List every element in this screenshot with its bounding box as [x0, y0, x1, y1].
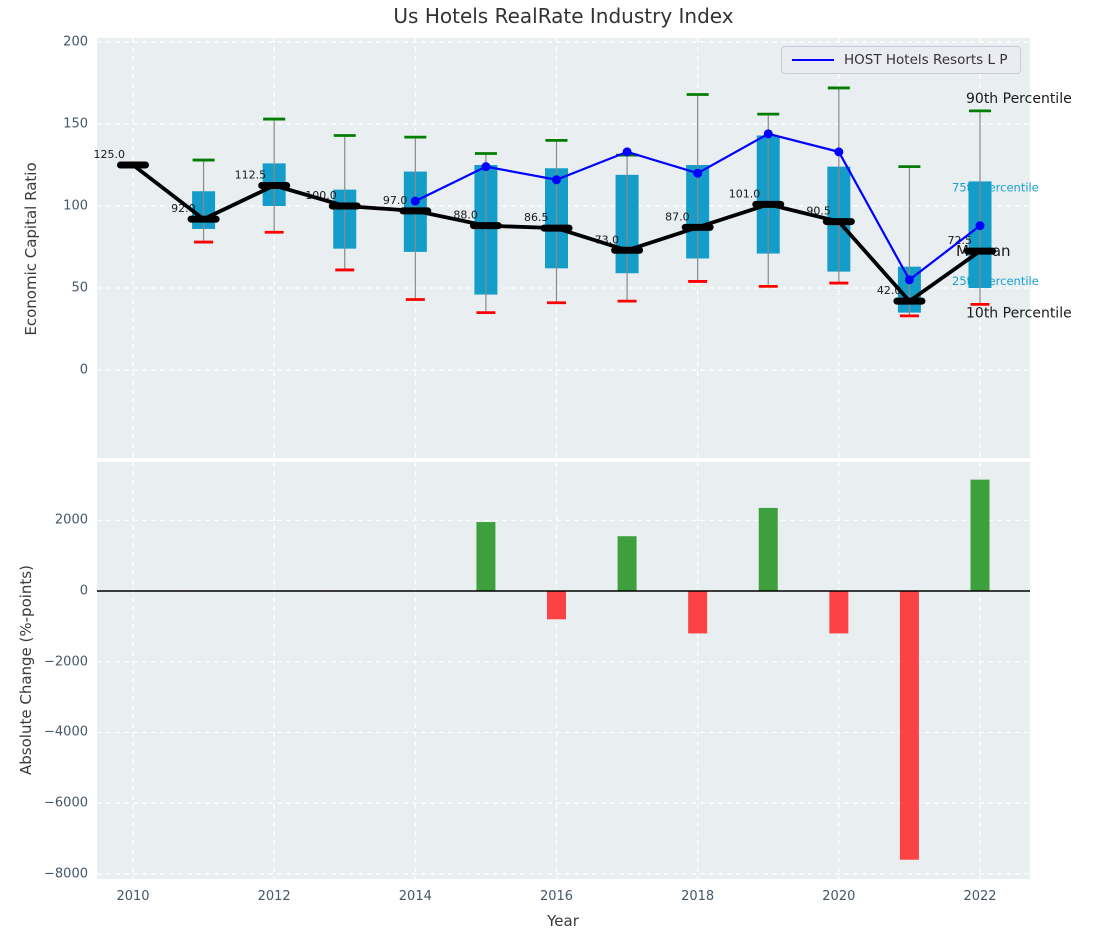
percentile-label: 75th Percentile	[952, 180, 1039, 194]
median-marker-2014	[399, 207, 432, 215]
median-value-label: 92.0	[171, 202, 196, 215]
top-y-tick-200: 200	[63, 34, 88, 50]
median-marker-2018	[681, 223, 714, 231]
median-marker-2012	[258, 182, 291, 189]
median-marker-2021	[893, 297, 926, 305]
bar-2018	[688, 591, 708, 634]
x-tick-2020: 2020	[822, 889, 856, 904]
median-marker-2022	[963, 247, 996, 255]
median-value-label: 101.0	[729, 187, 761, 200]
host-marker-2017	[622, 147, 632, 157]
bottom-y-tick-−2000: −2000	[44, 654, 88, 670]
median-value-label: 125.0	[94, 148, 126, 161]
percentile-label: 25th Percentile	[952, 274, 1039, 288]
median-marker-2019	[752, 200, 785, 208]
bar-2021	[899, 591, 919, 860]
x-tick-2018: 2018	[681, 889, 715, 904]
median-marker-2013	[328, 202, 361, 210]
x-tick-2010: 2010	[116, 889, 150, 904]
bottom-y-tick-−8000: −8000	[44, 866, 88, 882]
bar-2019	[758, 507, 778, 591]
median-marker-2017	[611, 246, 644, 254]
bottom-y-tick-0: 0	[79, 583, 88, 599]
percentile-label: 90th Percentile	[966, 91, 1072, 107]
host-marker-2018	[693, 168, 703, 178]
bar-2020	[829, 591, 849, 634]
bottom-y-axis-label: Absolute Change (%-points)	[17, 565, 35, 775]
bar-2017	[617, 536, 637, 591]
host-marker-2020	[834, 147, 844, 157]
chart-title: Us Hotels RealRate Industry Index	[393, 4, 734, 28]
median-value-label: 86.5	[524, 211, 549, 224]
top-y-axis-label: Economic Capital Ratio	[22, 162, 40, 336]
top-y-tick-150: 150	[63, 116, 88, 132]
legend-label: HOST Hotels Resorts L P	[844, 52, 1008, 68]
x-tick-2022: 2022	[963, 889, 997, 904]
top-y-tick-50: 50	[71, 280, 88, 296]
median-value-label: 97.0	[383, 194, 408, 207]
bottom-y-tick-−6000: −6000	[44, 795, 88, 811]
median-value-label: 112.5	[235, 169, 267, 182]
x-axis-label: Year	[547, 912, 579, 930]
host-marker-2015	[481, 162, 491, 172]
bar-2016	[546, 591, 566, 620]
median-marker-2010	[117, 161, 149, 169]
median-marker-2020	[822, 218, 855, 226]
host-marker-2016	[551, 175, 561, 185]
x-tick-2014: 2014	[398, 889, 432, 904]
bottom-axes-background	[97, 462, 1030, 879]
host-marker-2021	[904, 275, 914, 285]
bar-2015	[476, 522, 496, 591]
bottom-y-tick-−4000: −4000	[44, 724, 88, 740]
host-marker-2014	[410, 196, 420, 206]
percentile-label: 10th Percentile	[966, 306, 1072, 322]
x-tick-2012: 2012	[257, 889, 291, 904]
host-marker-2019	[763, 129, 773, 139]
host-marker-2022	[975, 221, 985, 231]
legend: HOST Hotels Resorts L P	[781, 46, 1022, 74]
median-marker-2011	[187, 215, 220, 223]
median-marker-2015	[469, 222, 502, 230]
median-marker-2016	[540, 224, 573, 232]
bar-2022	[970, 479, 990, 591]
legend-line-sample	[792, 59, 834, 61]
x-tick-2016: 2016	[539, 889, 574, 904]
median-value-label: 87.0	[665, 210, 690, 223]
top-y-tick-100: 100	[63, 198, 88, 214]
bottom-y-tick-2000: 2000	[54, 512, 88, 528]
top-y-tick-0: 0	[79, 362, 88, 378]
